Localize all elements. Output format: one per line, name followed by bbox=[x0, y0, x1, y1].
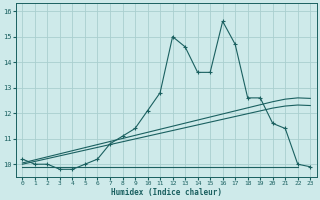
X-axis label: Humidex (Indice chaleur): Humidex (Indice chaleur) bbox=[111, 188, 222, 197]
